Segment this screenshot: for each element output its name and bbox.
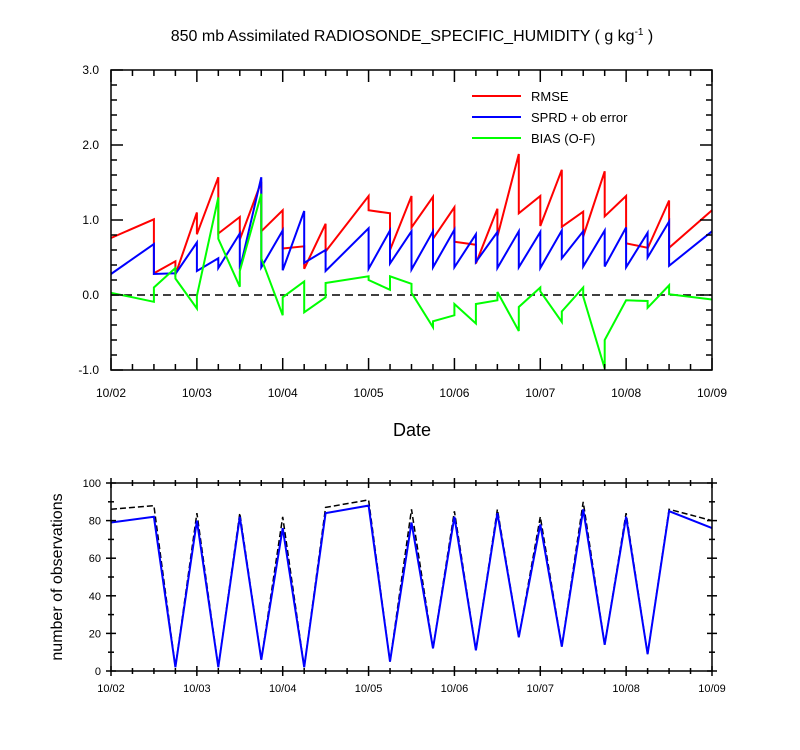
y-tick-label: 80	[89, 516, 101, 528]
bottom-chart: 10/02 10/03 10/04 10/05 10/06 10/07 10/08 10/09…	[49, 478, 726, 695]
legend-label: BIAS (O-F)	[531, 131, 595, 146]
y-tick-label: 100	[83, 478, 101, 490]
x-tick-label: 10/09	[698, 683, 726, 695]
legend-label: SPRD + ob error	[531, 110, 628, 125]
series-line-rmse	[110, 153, 713, 276]
x-tick-label: 10/05	[355, 683, 383, 695]
x-tick-label: 10/02	[97, 683, 125, 695]
x-tick-label: 10/07	[527, 683, 555, 695]
x-tick-label: 10/08	[611, 386, 641, 400]
y-tick-label: -1.0	[78, 363, 99, 377]
top-chart: 10/02 10/03 10/04 10/05 10/06 10/07 10/08 10/09…	[78, 63, 727, 440]
x-tick-label: 10/06	[441, 683, 469, 695]
y-tick-label: 1.0	[82, 213, 99, 227]
top-chart-title: 850 mb Assimilated RADIOSONDE_SPECIFIC_H…	[171, 27, 654, 45]
y-tick-label: 20	[89, 628, 101, 640]
x-tick-label: 10/03	[183, 683, 211, 695]
y-tick-label: 60	[89, 553, 101, 565]
legend-label: RMSE	[531, 89, 569, 104]
x-tick-label: 10/05	[354, 386, 384, 400]
y-tick-label: 3.0	[82, 63, 99, 77]
series-line-bias-o-f	[110, 193, 713, 369]
x-tick-label: 10/02	[96, 386, 126, 400]
y-tick-label: 40	[89, 591, 101, 603]
top-x-axis-label: Date	[393, 420, 431, 440]
y-tick-label: 0.0	[82, 288, 99, 302]
x-tick-label: 10/07	[525, 386, 555, 400]
series-line-sprd-ob-error	[110, 176, 713, 278]
bottom-y-axis-label: number of observations	[49, 493, 66, 660]
y-tick-label: 0	[95, 666, 101, 678]
legend: RMSE SPRD + ob error BIAS (O-F)	[472, 89, 628, 146]
x-tick-label: 10/06	[439, 386, 469, 400]
x-tick-label: 10/09	[697, 386, 727, 400]
x-tick-label: 10/04	[268, 386, 298, 400]
series-line-observations-assimilated	[110, 504, 713, 668]
x-tick-label: 10/08	[612, 683, 640, 695]
y-tick-label: 2.0	[82, 138, 99, 152]
x-tick-label: 10/04	[269, 683, 297, 695]
x-tick-label: 10/03	[182, 386, 212, 400]
